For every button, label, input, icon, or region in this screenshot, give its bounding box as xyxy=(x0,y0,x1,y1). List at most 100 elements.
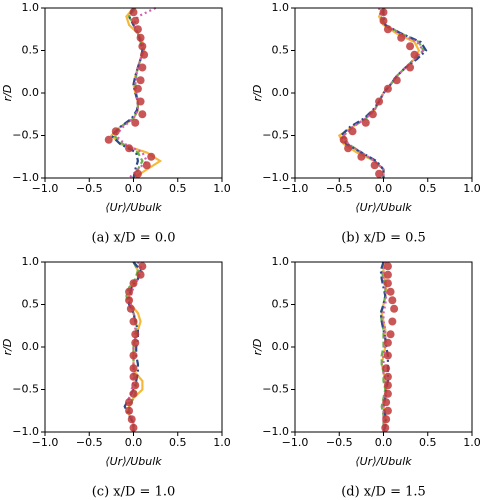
data-point xyxy=(379,16,388,25)
y-tick-label: 1.0 xyxy=(22,255,40,268)
x-tick-label: −0.5 xyxy=(326,182,353,195)
data-point xyxy=(381,423,390,432)
data-point xyxy=(388,317,397,326)
y-tick-label: 0.5 xyxy=(272,298,290,311)
data-point xyxy=(133,84,142,93)
x-tick-label: 0.5 xyxy=(169,182,187,195)
profile-line xyxy=(337,7,421,178)
data-point xyxy=(129,317,138,326)
x-tick-label: 0.0 xyxy=(125,182,143,195)
y-axis-label: r/D xyxy=(251,85,264,102)
panel: −1.0 −0.5 0.0 0.5 1.0 −1.0 −0.5 0.0 0.5 1.0 ⟨Ur⟩/U… xyxy=(1,255,231,500)
plot-frame xyxy=(294,7,473,179)
data-point xyxy=(131,118,140,127)
x-tick-label: 0.5 xyxy=(419,182,437,195)
data-point xyxy=(375,169,384,178)
profile-line xyxy=(342,7,425,178)
y-axis-label: r/D xyxy=(1,85,14,102)
data-point xyxy=(406,63,415,72)
data-point xyxy=(136,270,145,279)
data-point xyxy=(383,262,392,271)
data-point xyxy=(125,144,134,153)
data-point xyxy=(357,152,366,161)
data-point xyxy=(138,63,147,72)
x-axis-label: ⟨Ur⟩/Ubulk xyxy=(355,201,412,214)
y-tick-label: −0.5 xyxy=(12,383,39,396)
caption: (d) x/D = 1.5 xyxy=(341,485,426,500)
data-point xyxy=(129,351,138,360)
y-tick-label: −1.0 xyxy=(12,425,39,438)
x-tick-label: 1.0 xyxy=(463,182,481,195)
y-tick-label: 0.0 xyxy=(22,340,40,353)
data-point xyxy=(383,389,392,398)
data-point xyxy=(386,287,395,296)
data-point xyxy=(390,304,399,313)
data-point xyxy=(125,406,134,415)
data-point xyxy=(386,330,395,339)
plot-frame xyxy=(44,261,223,433)
caption: (c) x/D = 1.0 xyxy=(92,485,176,500)
data-point xyxy=(382,415,391,424)
data-point xyxy=(133,25,142,34)
data-point xyxy=(388,296,397,305)
data-point xyxy=(383,270,392,279)
data-point xyxy=(383,84,392,93)
profile-line xyxy=(112,7,144,179)
data-point xyxy=(131,381,140,390)
data-point xyxy=(125,296,134,305)
data-point xyxy=(383,372,392,381)
data-point xyxy=(370,161,379,170)
data-point xyxy=(382,364,391,373)
x-tick-label: 0.0 xyxy=(375,182,393,195)
x-tick-label: −1.0 xyxy=(32,436,59,449)
data-point xyxy=(127,415,136,424)
data-point xyxy=(126,304,135,313)
x-tick-label: −1.0 xyxy=(282,182,309,195)
data-point xyxy=(383,25,392,34)
caption: (a) x/D = 0.0 xyxy=(92,231,176,246)
y-tick-label: −0.5 xyxy=(262,129,289,142)
caption: (b) x/D = 0.5 xyxy=(341,231,426,246)
x-tick-label: 0.5 xyxy=(169,436,187,449)
plot-frame xyxy=(44,7,223,179)
data-point xyxy=(383,406,392,415)
x-tick-label: −0.5 xyxy=(76,436,103,449)
x-tick-label: −0.5 xyxy=(326,436,353,449)
data-point xyxy=(131,338,140,347)
panel: −1.0 −0.5 0.0 0.5 1.0 −1.0 −0.5 0.0 0.5 1.0 ⟨Ur⟩/U… xyxy=(1,1,231,246)
data-point xyxy=(125,398,134,407)
data-point xyxy=(383,381,392,390)
data-point xyxy=(140,50,149,59)
x-axis-label: ⟨Ur⟩/Ubulk xyxy=(105,455,162,468)
data-point xyxy=(129,279,138,288)
y-tick-label: −1.0 xyxy=(12,171,39,184)
profile-line xyxy=(382,261,388,432)
data-point xyxy=(379,8,388,17)
data-point xyxy=(138,42,147,51)
data-point xyxy=(125,287,134,296)
data-point xyxy=(383,338,392,347)
data-point xyxy=(392,76,401,85)
x-tick-label: −1.0 xyxy=(282,436,309,449)
data-point xyxy=(131,330,140,339)
data-point xyxy=(131,16,140,25)
x-tick-label: −1.0 xyxy=(32,182,59,195)
data-point xyxy=(142,161,151,170)
x-tick-label: 0.5 xyxy=(419,436,437,449)
data-point xyxy=(129,364,138,373)
data-point xyxy=(397,33,406,42)
y-tick-label: −1.0 xyxy=(262,425,289,438)
y-tick-label: −1.0 xyxy=(262,171,289,184)
data-point xyxy=(344,144,353,153)
data-point xyxy=(129,389,138,398)
profile-line xyxy=(339,8,428,178)
data-point xyxy=(361,118,370,127)
x-tick-label: 1.0 xyxy=(463,436,481,449)
panel: −1.0 −0.5 0.0 0.5 1.0 −1.0 −0.5 0.0 0.5 1.0 ⟨Ur⟩/U… xyxy=(251,1,481,246)
data-point xyxy=(129,423,138,432)
y-tick-label: 0.0 xyxy=(272,340,290,353)
x-tick-label: 0.0 xyxy=(125,436,143,449)
x-axis-label: ⟨Ur⟩/Ubulk xyxy=(355,455,412,468)
y-tick-label: 0.0 xyxy=(272,86,290,99)
